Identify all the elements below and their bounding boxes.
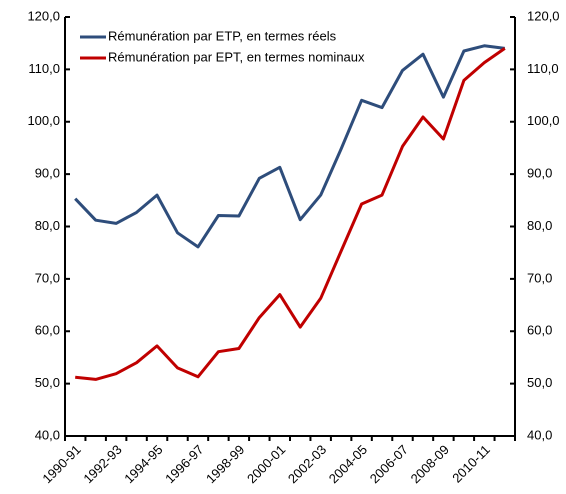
x-tick-label: 2008-09 — [408, 442, 452, 486]
y2-tick-label: 40,0 — [527, 427, 552, 442]
legend-label: Rémunération par ETP, en termes réels — [108, 28, 337, 43]
y-tick-label: 60,0 — [35, 323, 60, 338]
y-tick-label: 100,0 — [27, 113, 60, 128]
x-tick-label: 2006-07 — [367, 442, 411, 486]
x-tick-label: 2010-11 — [449, 442, 493, 486]
x-tick-label: 1996-97 — [162, 442, 206, 486]
y2-tick-label: 60,0 — [527, 323, 552, 338]
x-tick-label: 1994-95 — [121, 442, 165, 486]
y-tick-label: 90,0 — [35, 166, 60, 181]
x-tick-label: 1998-99 — [203, 442, 247, 486]
x-tick-label: 2002-03 — [285, 442, 329, 486]
y2-tick-label: 90,0 — [527, 166, 552, 181]
x-tick-label: 1992-93 — [80, 442, 124, 486]
y2-tick-label: 70,0 — [527, 270, 552, 285]
y2-tick-label: 50,0 — [527, 375, 552, 390]
series-line — [74, 44, 505, 249]
x-tick-label: 2004-05 — [326, 442, 370, 486]
legend-label: Rémunération par EPT, en termes nominaux — [108, 49, 365, 64]
y-tick-label: 70,0 — [35, 270, 60, 285]
y2-tick-label: 100,0 — [527, 113, 560, 128]
x-tick-label: 1990-91 — [39, 442, 83, 486]
y-tick-label: 110,0 — [28, 61, 60, 76]
y2-tick-label: 80,0 — [527, 218, 552, 233]
series-line — [75, 47, 506, 381]
x-tick-label: 2000-01 — [244, 442, 288, 486]
y2-tick-label: 120,0 — [527, 8, 560, 23]
y-tick-label: 120,0 — [27, 8, 60, 23]
y-tick-label: 50,0 — [35, 375, 60, 390]
y-tick-label: 40,0 — [35, 427, 60, 442]
y2-tick-label: 110,0 — [527, 61, 559, 76]
y-tick-label: 80,0 — [35, 218, 60, 233]
